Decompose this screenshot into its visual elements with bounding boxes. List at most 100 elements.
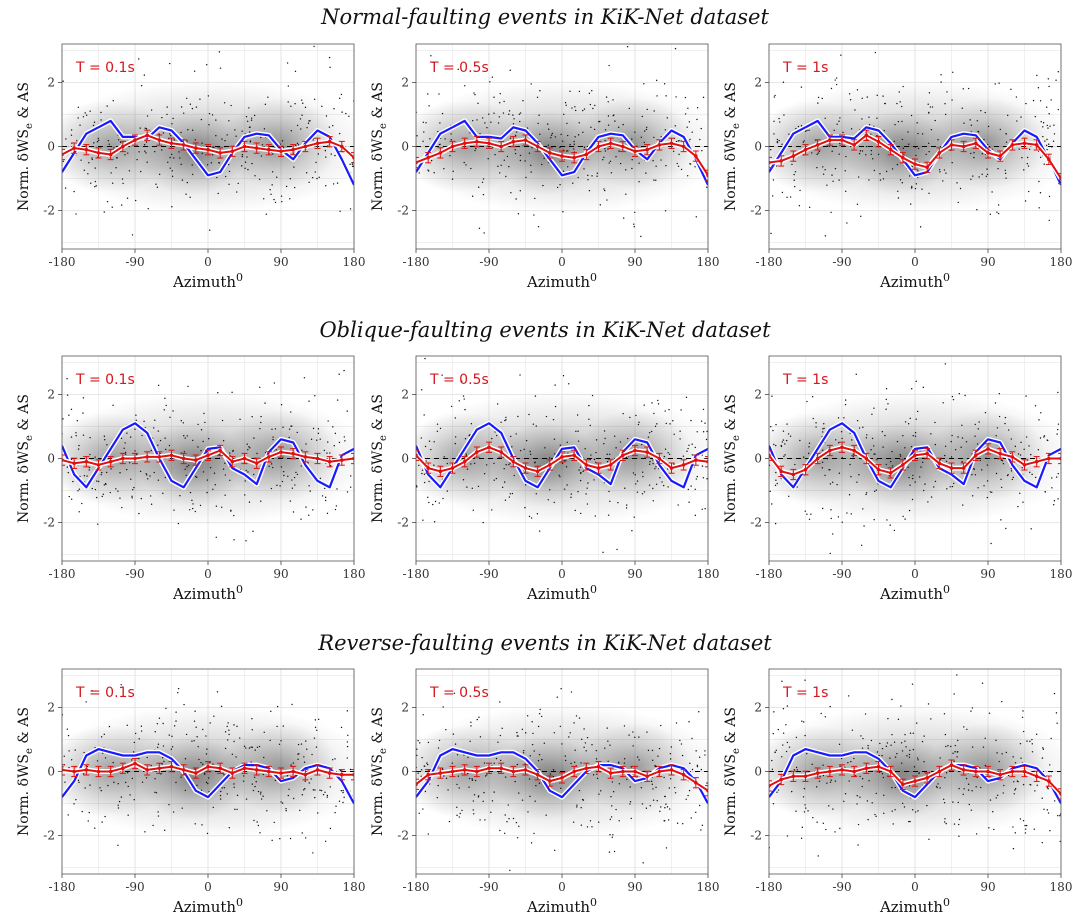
x-tick-label: 180 xyxy=(697,880,720,894)
residual-point xyxy=(796,769,799,771)
residual-point xyxy=(490,121,492,123)
residual-point xyxy=(604,747,606,749)
residual-point xyxy=(839,117,841,119)
residual-point xyxy=(166,113,168,116)
x-tick-label: 0 xyxy=(204,880,212,894)
residual-point xyxy=(784,454,786,456)
residual-point xyxy=(204,773,206,775)
residual-point xyxy=(251,718,253,720)
residual-point xyxy=(536,96,539,98)
residual-point xyxy=(1027,190,1030,193)
residual-point xyxy=(163,409,165,411)
residual-point xyxy=(944,445,947,447)
residual-point xyxy=(674,792,677,794)
residual-point xyxy=(883,129,885,132)
residual-point xyxy=(668,787,671,789)
residual-point xyxy=(669,753,672,755)
residual-point xyxy=(1008,429,1010,431)
residual-point xyxy=(561,140,564,142)
residual-point xyxy=(313,737,316,739)
residual-point xyxy=(775,423,777,426)
residual-point xyxy=(567,134,569,137)
residual-point xyxy=(233,786,235,788)
residual-point xyxy=(899,455,902,457)
y-tick-label: 2 xyxy=(401,387,409,401)
residual-point xyxy=(272,438,274,441)
residual-point xyxy=(899,179,902,181)
residual-point xyxy=(470,725,472,727)
residual-point xyxy=(896,102,898,105)
residual-point xyxy=(334,432,337,435)
residual-point xyxy=(1038,419,1040,421)
residual-point xyxy=(122,182,124,185)
residual-point xyxy=(970,710,972,712)
residual-point xyxy=(966,728,968,731)
residual-point xyxy=(228,729,230,731)
residual-point xyxy=(117,804,119,806)
residual-point xyxy=(146,756,148,759)
residual-point xyxy=(642,475,644,478)
residual-point xyxy=(917,810,919,812)
residual-point xyxy=(88,811,90,814)
residual-point xyxy=(462,395,465,397)
residual-point xyxy=(334,154,336,157)
residual-point xyxy=(65,138,67,140)
residual-point xyxy=(343,436,345,438)
residual-point xyxy=(515,131,518,133)
residual-point xyxy=(1031,738,1033,741)
residual-point xyxy=(261,144,264,146)
residual-point xyxy=(939,787,941,789)
residual-point xyxy=(625,456,628,459)
residual-point xyxy=(495,757,498,760)
residual-point xyxy=(281,480,284,483)
residual-point xyxy=(329,786,331,788)
residual-point xyxy=(916,757,919,759)
residual-point xyxy=(202,763,204,765)
residual-point xyxy=(145,473,147,475)
residual-point xyxy=(922,386,925,389)
residual-point xyxy=(90,182,92,184)
x-tick-label: 90 xyxy=(273,880,288,894)
residual-point xyxy=(515,198,517,200)
residual-point xyxy=(490,811,492,814)
y-tick-label: 2 xyxy=(754,75,762,89)
residual-point xyxy=(95,496,98,499)
y-axis-label: Norm. δWSe & AS xyxy=(723,707,742,836)
residual-point xyxy=(912,474,914,477)
residual-point xyxy=(838,120,840,122)
residual-point xyxy=(915,154,917,157)
residual-point xyxy=(77,106,80,108)
residual-point xyxy=(614,435,616,437)
residual-point xyxy=(573,148,575,150)
x-axis-label-superscript: 0 xyxy=(590,896,597,909)
residual-point xyxy=(587,174,589,177)
residual-point xyxy=(902,435,904,437)
residual-point xyxy=(783,455,785,458)
residual-point xyxy=(441,374,443,376)
residual-point xyxy=(165,707,167,710)
residual-point xyxy=(825,828,827,831)
residual-point xyxy=(1021,716,1024,719)
residual-point xyxy=(773,96,776,98)
residual-point xyxy=(477,102,479,105)
residual-point xyxy=(207,777,210,779)
residual-point xyxy=(824,117,826,119)
residual-point xyxy=(262,773,264,776)
residual-point xyxy=(184,789,187,792)
residual-point xyxy=(567,150,569,152)
residual-point xyxy=(1011,478,1014,481)
residual-point xyxy=(801,826,804,829)
residual-point xyxy=(687,107,689,110)
residual-point xyxy=(500,421,502,424)
residual-point xyxy=(180,163,182,166)
residual-point xyxy=(294,103,296,105)
residual-point xyxy=(173,157,175,159)
residual-point xyxy=(564,102,567,104)
residual-point xyxy=(657,755,659,757)
y-tick-label: 0 xyxy=(47,452,55,466)
residual-point xyxy=(84,112,86,114)
residual-point xyxy=(562,211,564,213)
residual-point xyxy=(652,462,654,465)
